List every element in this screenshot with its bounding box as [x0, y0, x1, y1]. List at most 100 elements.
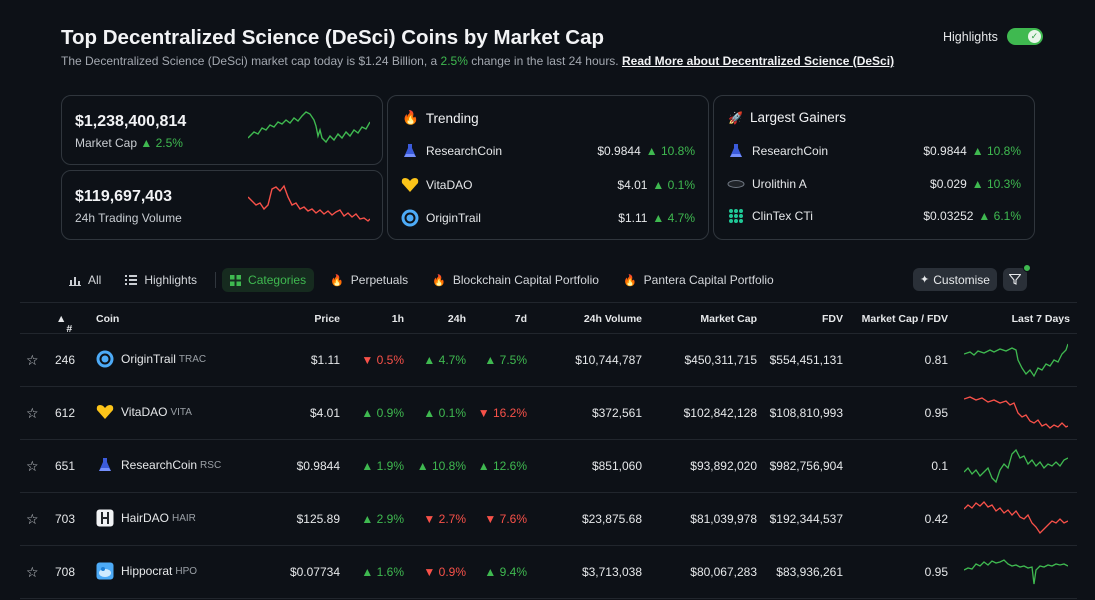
- trending-item[interactable]: ResearchCoin $0.9844 ▲ 10.8%: [401, 141, 695, 161]
- row-coin[interactable]: Hippocrat HPO: [96, 562, 197, 580]
- gainer-item[interactable]: Urolithin A $0.029 ▲ 10.3%: [727, 174, 1021, 194]
- tab-highlights[interactable]: Highlights: [117, 268, 205, 292]
- tab-categories[interactable]: Categories: [222, 268, 315, 292]
- row-1h: ▲ 2.9%: [361, 512, 404, 526]
- tab-perpetuals[interactable]: 🔥 Perpetuals: [330, 273, 409, 287]
- market-cap-card: $1,238,400,814 Market Cap ▲ 2.5%: [61, 95, 383, 165]
- row-1h: ▲ 1.9%: [361, 459, 404, 473]
- row-coin[interactable]: ResearchCoin RSC: [96, 456, 221, 474]
- market-cap-change: 2.5%: [440, 54, 468, 68]
- row-fdv: $83,936,261: [776, 565, 843, 579]
- star-icon[interactable]: ☆: [26, 564, 39, 580]
- col-market-cap[interactable]: Market Cap: [700, 313, 757, 325]
- tab-pantera-capital[interactable]: 🔥 Pantera Capital Portfolio: [622, 273, 774, 287]
- row-mcap-fdv: 0.81: [924, 353, 948, 367]
- col-fdv[interactable]: FDV: [822, 313, 843, 325]
- col-coin[interactable]: Coin: [96, 313, 120, 325]
- star-icon[interactable]: ☆: [26, 352, 39, 368]
- row-fdv: $108,810,993: [769, 406, 843, 420]
- row-price: $4.01: [309, 406, 340, 420]
- fire-icon: 🔥: [622, 274, 637, 287]
- row-rank: 246: [55, 353, 76, 367]
- filter-button[interactable]: [1003, 264, 1031, 291]
- row-coin[interactable]: VitaDAO VITA: [96, 403, 192, 421]
- row-7d: ▲ 9.4%: [484, 565, 527, 579]
- customise-button[interactable]: ✦ Customise: [913, 268, 997, 291]
- table-row[interactable]: ☆ 703 HairDAO HAIR $125.89 ▲ 2.9% ▼ 2.7% …: [20, 493, 1077, 546]
- row-volume: $372,561: [591, 406, 642, 420]
- heart-icon: [401, 176, 419, 194]
- col-mcap-fdv[interactable]: Market Cap / FDV: [861, 313, 948, 325]
- col-price[interactable]: Price: [314, 313, 340, 325]
- check-icon: ✓: [1027, 30, 1041, 43]
- heart-icon: [96, 403, 114, 421]
- row-24h: ▼ 2.7%: [423, 512, 466, 526]
- row-fdv: $192,344,537: [769, 512, 843, 526]
- row-24h: ▲ 0.1%: [423, 406, 466, 420]
- row-mcap-fdv: 0.42: [924, 512, 948, 526]
- col-7d[interactable]: 7d: [514, 313, 527, 325]
- row-rank: 612: [55, 406, 76, 420]
- star-icon[interactable]: ☆: [26, 458, 39, 474]
- tab-all[interactable]: All: [61, 268, 109, 292]
- tab-divider: [215, 272, 217, 288]
- star-icon[interactable]: ☆: [26, 511, 39, 527]
- row-volume: $23,875.68: [581, 512, 642, 526]
- grid-icon: [230, 274, 242, 286]
- gainer-item[interactable]: ClinTex CTi $0.03252 ▲ 6.1%: [727, 206, 1021, 226]
- col-24h[interactable]: 24h: [447, 313, 466, 325]
- highlights-switch[interactable]: ✓: [1006, 28, 1043, 45]
- highlights-toggle[interactable]: Highlights ✓: [943, 28, 1043, 45]
- row-price: $0.9844: [296, 459, 340, 473]
- col-last-7-days: Last 7 Days: [1011, 313, 1070, 325]
- volume-card: $119,697,403 24h Trading Volume: [61, 170, 383, 240]
- flask-icon: [727, 142, 745, 160]
- sparkle-icon: ✦: [920, 274, 930, 286]
- bar-chart-icon: [69, 276, 81, 286]
- row-market-cap: $450,311,715: [684, 353, 757, 367]
- gainer-item[interactable]: ResearchCoin $0.9844 ▲ 10.8%: [727, 141, 1021, 161]
- coins-table: ▲ # Coin Price 1h 24h 7d 24h Volume Mark…: [20, 302, 1077, 599]
- row-fdv: $982,756,904: [769, 459, 843, 473]
- row-price: $125.89: [296, 512, 340, 526]
- read-more-link[interactable]: Read More about Decentralized Science (D…: [621, 54, 895, 68]
- table-row[interactable]: ☆ 708 Hippocrat HPO $0.07734 ▲ 1.6% ▼ 0.9…: [20, 546, 1077, 599]
- table-row[interactable]: ☆ 651 ResearchCoin RSC $0.9844 ▲ 1.9% ▲ 1…: [20, 440, 1077, 493]
- filter-active-dot: [1023, 264, 1031, 272]
- col-1h[interactable]: 1h: [391, 313, 404, 325]
- market-cap-sparkline: [248, 111, 370, 144]
- hippocrat-icon: [96, 562, 114, 580]
- col-volume[interactable]: 24h Volume: [583, 313, 642, 325]
- row-24h: ▲ 4.7%: [423, 353, 466, 367]
- table-row[interactable]: ☆ 612 VitaDAO VITA $4.01 ▲ 0.9% ▲ 0.1% ▼ …: [20, 387, 1077, 440]
- origintrail-icon: [401, 209, 419, 227]
- tab-blockchain-capital[interactable]: 🔥 Blockchain Capital Portfolio: [432, 273, 599, 287]
- row-sparkline: [964, 396, 1068, 429]
- table-header: ▲ # Coin Price 1h 24h 7d 24h Volume Mark…: [20, 302, 1077, 335]
- table-row[interactable]: ☆ 246 OriginTrail TRAC $1.11 ▼ 0.5% ▲ 4.7…: [20, 334, 1077, 387]
- origintrail-icon: [96, 350, 114, 368]
- col-rank[interactable]: ▲ #: [56, 313, 73, 335]
- row-volume: $851,060: [591, 459, 642, 473]
- row-market-cap: $93,892,020: [690, 459, 757, 473]
- row-1h: ▲ 0.9%: [361, 406, 404, 420]
- clintex-icon: [727, 207, 745, 225]
- rocket-icon: 🚀: [728, 110, 743, 125]
- hairdao-icon: [96, 509, 114, 527]
- market-cap-label: Market Cap ▲ 2.5%: [75, 136, 183, 150]
- row-sparkline: [964, 448, 1068, 484]
- row-market-cap: $81,039,978: [690, 512, 757, 526]
- row-sparkline: [964, 501, 1068, 535]
- row-sparkline: [964, 343, 1068, 378]
- star-icon[interactable]: ☆: [26, 405, 39, 421]
- page-subtitle: The Decentralized Science (DeSci) market…: [61, 54, 895, 68]
- trending-item[interactable]: OriginTrail $1.11 ▲ 4.7%: [401, 208, 695, 228]
- row-rank: 651: [55, 459, 76, 473]
- gainers-card: 🚀 Largest Gainers ResearchCoin $0.9844 ▲…: [713, 95, 1035, 240]
- trending-item[interactable]: VitaDAO $4.01 ▲ 0.1%: [401, 175, 695, 195]
- row-coin[interactable]: HairDAO HAIR: [96, 509, 196, 527]
- row-coin[interactable]: OriginTrail TRAC: [96, 350, 206, 368]
- trending-card: 🔥 Trending ResearchCoin $0.9844 ▲ 10.8% …: [387, 95, 709, 240]
- flask-icon: [401, 142, 419, 160]
- row-fdv: $554,451,131: [769, 353, 843, 367]
